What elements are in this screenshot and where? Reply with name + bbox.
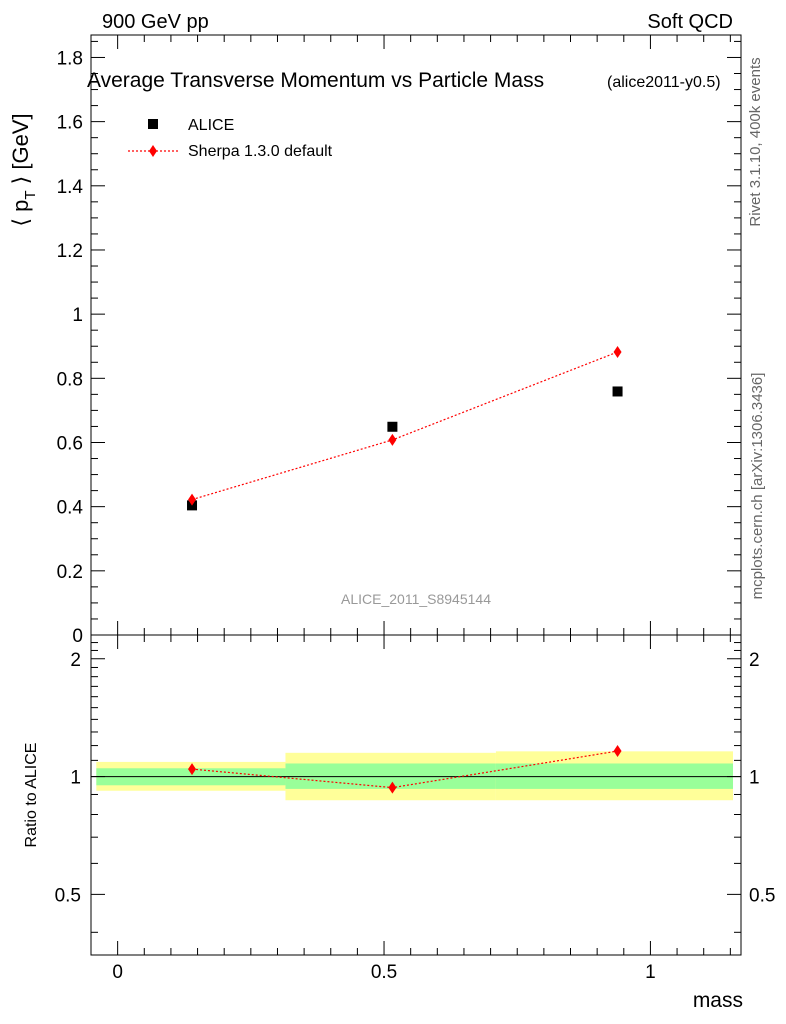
y-axis-label-sub: T — [22, 190, 39, 199]
legend-alice-label: ALICE — [188, 117, 234, 134]
ratio-marks — [91, 745, 741, 794]
sherpa-line — [191, 351, 618, 501]
main-panel: 0 0.2 0.4 0.6 0.8 1 1.2 1.4 1.6 1.8 Average Trans… — [8, 34, 742, 647]
main-ytick-label: 1 — [72, 305, 83, 326]
legend-alice-marker — [148, 119, 158, 129]
main-ytick-label: 0.6 — [57, 433, 83, 454]
ratio-ytick-label-right: 0.5 — [749, 885, 775, 906]
ratio-xtick-label: 0.5 — [371, 962, 397, 983]
ratio-y-axis-label: Ratio to ALICE — [23, 743, 40, 848]
analysis-watermark: ALICE_2011_S8945144 — [341, 591, 491, 607]
legend: ALICE Sherpa 1.3.0 default — [128, 117, 333, 160]
rivet-label: Rivet 3.1.10, 400k events — [747, 57, 764, 226]
ratio-sherpa-point — [613, 745, 622, 758]
y-axis-label-unit: ⟩ [GeV] — [8, 113, 33, 190]
ratio-ytick-label-left: 2 — [70, 650, 81, 671]
ratio-ticks: 0.5 0.5 1 1 2 2 0 0.5 1 — [55, 635, 775, 983]
main-marks — [187, 346, 623, 511]
sherpa-data-point — [188, 493, 197, 506]
y-axis-label: ⟨ pT ⟩ [GeV] — [8, 113, 39, 226]
ratio-panel: 0.5 0.5 1 1 2 2 0 0.5 1 Ratio to ALICE mass — [23, 634, 775, 1012]
ratio-xtick-label: 0 — [112, 962, 123, 983]
legend-sherpa-label: Sherpa 1.3.0 default — [188, 143, 333, 160]
mcplots-label: mcplots.cern.ch [arXiv:1306.3436] — [749, 373, 766, 600]
ratio-sherpa-point — [188, 763, 197, 776]
ratio-xtick-label: 1 — [645, 962, 656, 983]
main-ytick-label: 1.2 — [57, 241, 83, 262]
ratio-ytick-label-right: 1 — [749, 768, 760, 789]
main-ytick-label: 0.8 — [57, 369, 83, 390]
chart-subtitle: (alice2011-y0.5) — [607, 74, 721, 91]
main-ticks: 0 0.2 0.4 0.6 0.8 1 1.2 1.4 1.6 1.8 — [57, 35, 741, 647]
ratio-ytick-label-left: 0.5 — [55, 885, 81, 906]
process-label: Soft QCD — [647, 11, 733, 33]
energy-label: 900 GeV pp — [102, 11, 209, 33]
ratio-bands — [96, 751, 734, 801]
alice-data-point — [612, 386, 623, 397]
main-ytick-label: 0.4 — [57, 498, 84, 519]
main-ytick-label: 1.4 — [57, 177, 84, 198]
chart-title: Average Transverse Momentum vs Particle … — [87, 69, 544, 92]
ratio-ytick-label-left: 1 — [70, 768, 81, 789]
alice-data-point — [387, 421, 398, 432]
ratio-frame — [90, 634, 742, 956]
ratio-sherpa-point — [388, 781, 397, 794]
ratio-ytick-label-right: 2 — [749, 650, 760, 671]
y-axis-label-main: ⟨ p — [8, 200, 33, 227]
main-ytick-label: 1.8 — [57, 48, 83, 69]
svg-text:⟨ pT ⟩ [GeV]: ⟨ pT ⟩ [GeV] — [8, 113, 39, 226]
sherpa-data-point — [613, 346, 622, 359]
main-ytick-label: 0.2 — [57, 562, 83, 583]
main-ytick-label: 1.6 — [57, 113, 83, 134]
x-axis-label: mass — [693, 989, 743, 1012]
main-ytick-label: 0 — [72, 626, 83, 647]
legend-sherpa-marker — [149, 145, 157, 157]
sherpa-data-point — [388, 433, 397, 446]
